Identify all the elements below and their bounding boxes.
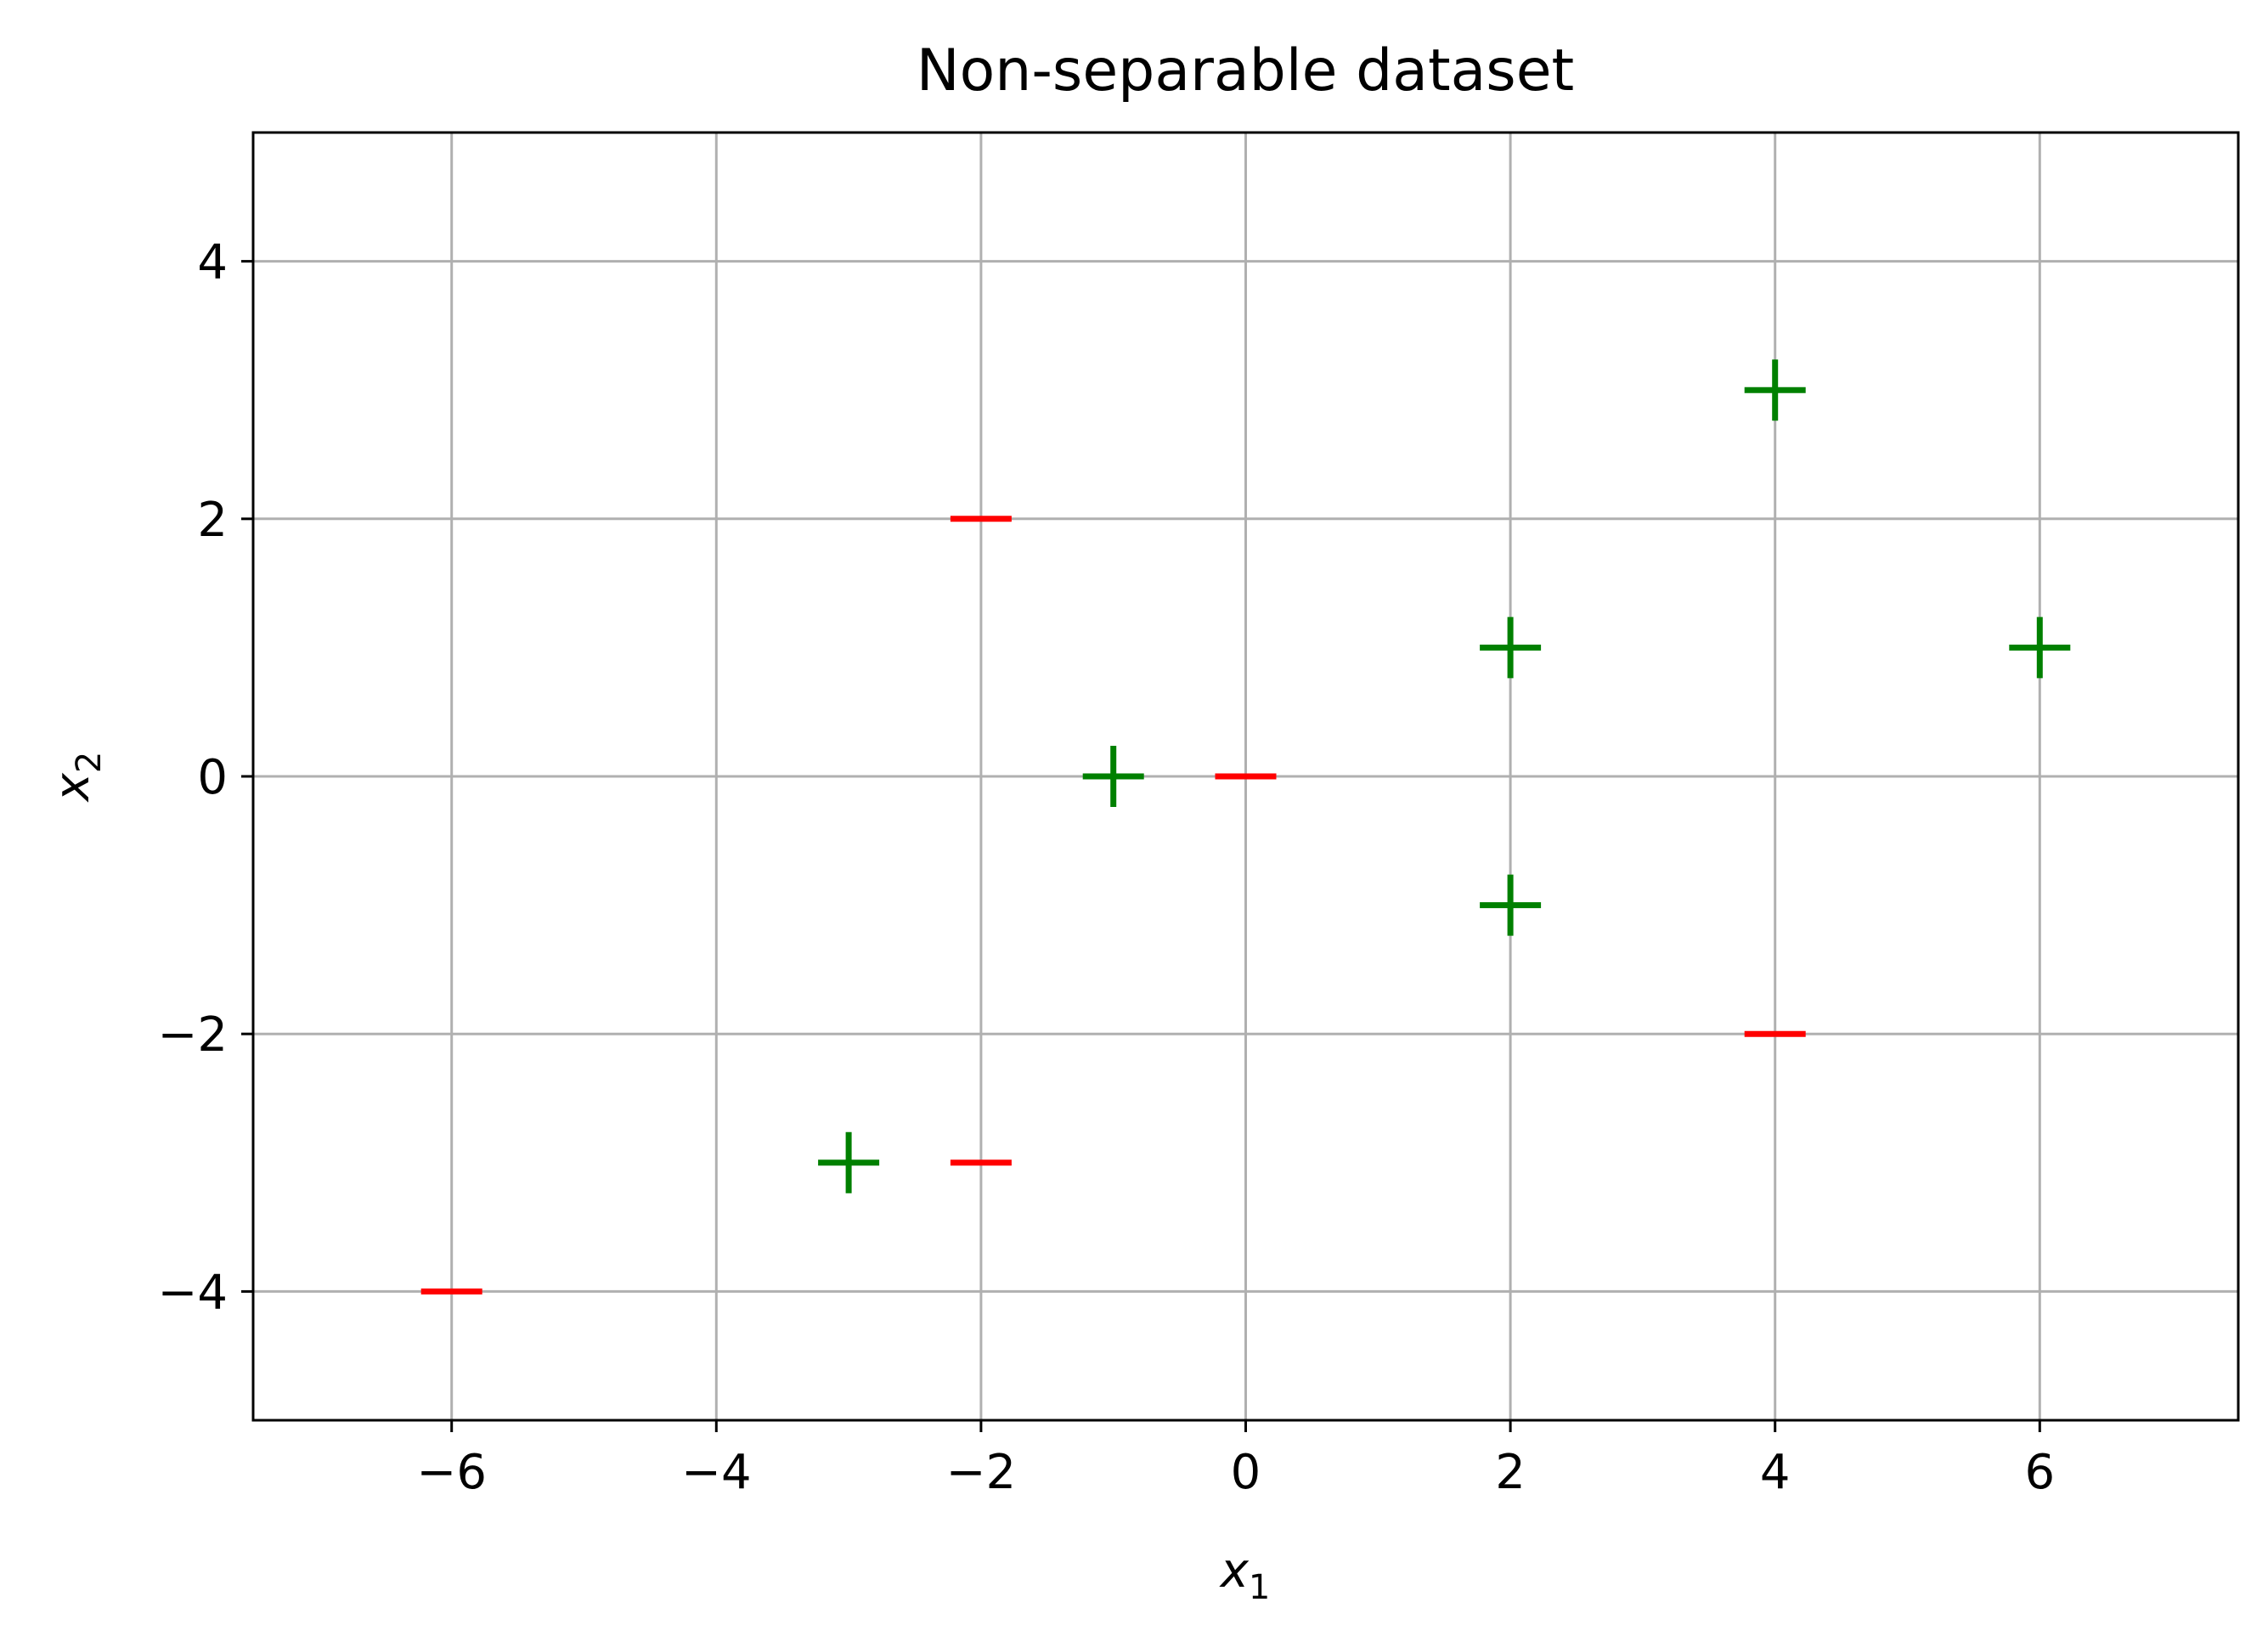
y-axis-label-subscript: 2 xyxy=(70,752,109,773)
x-tick-label: −2 xyxy=(946,1445,1017,1500)
x-tick-label: 2 xyxy=(1495,1445,1526,1500)
x-tick-label: −6 xyxy=(416,1445,487,1500)
data-markers xyxy=(420,359,2071,1295)
plus-marker xyxy=(1082,746,1144,807)
plus-marker xyxy=(1480,617,1542,679)
axis-ticks: −6 −4 −2 0 2 4 6 −4 −2 0 2 4 xyxy=(157,235,2055,1500)
x-tick-label: 4 xyxy=(1760,1445,1791,1500)
y-tick-label: −2 xyxy=(157,1007,228,1063)
plus-marker xyxy=(1744,359,1806,421)
x-axis-label-subscript: 1 xyxy=(1249,1568,1270,1607)
plus-marker xyxy=(2009,617,2071,679)
y-tick-label: 4 xyxy=(197,235,228,291)
x-tick-label: −4 xyxy=(681,1445,752,1500)
y-tick-label: 2 xyxy=(197,493,228,548)
y-axis-label-base: x xyxy=(45,772,100,803)
y-tick-label: 0 xyxy=(197,750,228,805)
x-tick-label: 0 xyxy=(1231,1445,1261,1500)
grid-lines xyxy=(253,133,2238,1420)
plus-marker xyxy=(1480,874,1542,936)
plus-marker xyxy=(818,1131,880,1193)
chart-title: Non-separable dataset xyxy=(917,37,1574,104)
x-axis-label-base: x xyxy=(1219,1543,1250,1599)
x-tick-label: 6 xyxy=(2024,1445,2055,1500)
y-tick-label: −4 xyxy=(157,1265,228,1320)
y-axis-label: x2 xyxy=(45,752,109,804)
x-axis-label: x1 xyxy=(1219,1543,1271,1607)
